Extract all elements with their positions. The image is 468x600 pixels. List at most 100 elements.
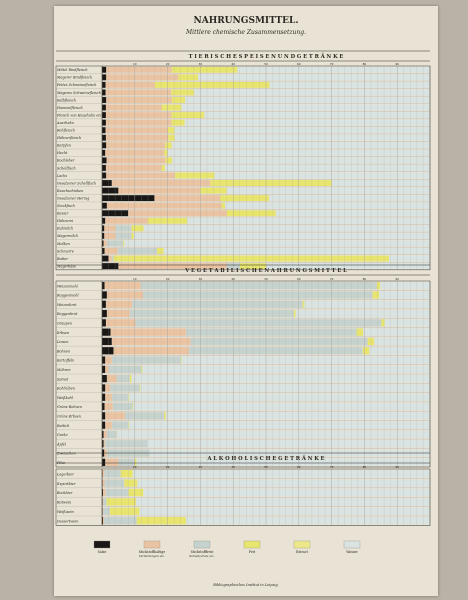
bar-segment-fett bbox=[381, 319, 385, 327]
bar-segment-stickstoff bbox=[104, 225, 116, 232]
row-label: Weizenmehl bbox=[57, 284, 78, 288]
bar-segment-kohlehydrate bbox=[115, 232, 132, 239]
bar-segment-fett bbox=[154, 81, 270, 88]
bar-segment-wasser bbox=[136, 498, 431, 506]
table-row: Rauchschinken bbox=[56, 187, 430, 195]
table-row: Linsen bbox=[56, 337, 430, 347]
bar-segment-stickstoff bbox=[103, 430, 107, 439]
bar-segment-stickstoff bbox=[104, 248, 118, 254]
bar-segment-wasser bbox=[181, 356, 430, 364]
chart-subtitle: Mittlere chemische Zusammensetzung. bbox=[185, 29, 306, 36]
bar-segment-wasser bbox=[164, 164, 430, 171]
bar-segment-fett bbox=[136, 517, 186, 525]
row-label: Mageres Schweinefleisch bbox=[56, 91, 101, 95]
row-label: Kochleber bbox=[56, 159, 75, 163]
bar-segment-stickstoff bbox=[104, 402, 113, 411]
bar-segment-fett bbox=[226, 210, 276, 217]
row-label: Bohnen bbox=[56, 349, 70, 353]
bar-segment-wasser bbox=[226, 187, 430, 194]
bar-segment-stickstoff bbox=[105, 127, 168, 134]
bar-segment-stickstoff bbox=[105, 365, 109, 373]
bar-segment-salze bbox=[102, 157, 107, 164]
row-label: Karpfen bbox=[56, 144, 71, 148]
row-label: Linsen bbox=[56, 340, 68, 344]
bar-segment-wasser bbox=[369, 347, 430, 355]
table-row: Molken bbox=[56, 240, 431, 248]
x-tick-label: 90 bbox=[395, 277, 399, 281]
chart-section: A L K O H O L I S C H E G E T R Ä N K E 1… bbox=[55, 452, 431, 526]
bar-segment-salze bbox=[102, 488, 103, 497]
bar-segment-wasser bbox=[172, 157, 430, 164]
bar-segment-stickstoff bbox=[102, 479, 105, 487]
row-label: Gesalzener Schellfisch bbox=[57, 181, 96, 185]
bar-segment-stickstoff bbox=[105, 458, 119, 466]
bar-segment-fett bbox=[124, 479, 138, 487]
bar-segment-fett bbox=[372, 291, 380, 299]
table-row: Rehfleisch bbox=[56, 127, 430, 135]
bar-segment-kohlehydrate bbox=[111, 393, 129, 401]
bar-segment-salze bbox=[102, 402, 105, 411]
bar-segment-wasser bbox=[184, 119, 430, 126]
bar-segment-wasser bbox=[132, 470, 430, 478]
x-tick-label: 20 bbox=[166, 465, 170, 469]
bar-segment-kohlehydrate bbox=[111, 421, 129, 429]
table-row: Weißwein bbox=[56, 507, 430, 517]
bar-segment-stickstoff bbox=[111, 337, 191, 346]
row-label: Weißwein bbox=[57, 510, 74, 514]
row-label: Hühnerei bbox=[56, 219, 73, 223]
row-label: Fettes Schweinefleisch bbox=[56, 83, 97, 87]
bar-segment-wasser bbox=[143, 488, 430, 497]
table-row: Kartoffeln bbox=[56, 356, 430, 365]
bar-segment-kohlehydrate bbox=[111, 255, 114, 262]
section-frame bbox=[55, 468, 431, 526]
legend-swatch bbox=[93, 540, 111, 549]
bar-segment-fett bbox=[167, 127, 175, 134]
bar-segment-kohlehydrate bbox=[110, 384, 140, 392]
table-row: Weißkohl bbox=[56, 393, 430, 403]
row-label: Kohlrüben bbox=[56, 387, 75, 391]
bar-segment-kohlehydrate bbox=[132, 300, 303, 308]
row-label: Molken bbox=[56, 242, 70, 246]
bar-segment-salze bbox=[102, 393, 106, 401]
x-tick-label: 20 bbox=[166, 62, 170, 66]
row-label: Magerer Rindfleisch bbox=[56, 76, 92, 80]
legend-label: Stickstofffreie bbox=[191, 550, 214, 554]
table-row: Butter bbox=[56, 255, 430, 263]
bar-segment-wasser bbox=[174, 127, 430, 134]
legend-item-fett: Fett bbox=[243, 540, 261, 554]
row-label: Zwetschen bbox=[56, 452, 76, 456]
x-tick-label: 90 bbox=[395, 465, 399, 469]
bar-segment-wasser bbox=[133, 402, 430, 411]
bar-segment-salze bbox=[102, 328, 111, 336]
bar-segment-fett bbox=[132, 402, 134, 411]
bar-segment-kohlehydrate bbox=[143, 291, 373, 299]
bar-segment-fett bbox=[109, 507, 140, 515]
legend-item-salze: Salze bbox=[93, 540, 111, 554]
bar-segment-salze bbox=[102, 347, 114, 355]
bar-segment-wasser bbox=[295, 309, 430, 318]
bar-segment-wasser bbox=[165, 412, 430, 420]
table-row: Rotwein bbox=[56, 498, 431, 507]
x-tick-label: 70 bbox=[330, 465, 334, 469]
bar-segment-salze bbox=[102, 319, 106, 327]
row-label: Kaviar bbox=[56, 212, 69, 216]
bar-segment-fett bbox=[171, 112, 205, 119]
bar-segment-salze bbox=[102, 412, 106, 420]
row-label: Kalbfleisch bbox=[56, 98, 76, 102]
bar-segment-salze bbox=[102, 187, 119, 194]
row-label: Lagerbier bbox=[56, 472, 74, 476]
bar-segment-kohlehydrate bbox=[117, 248, 158, 254]
bar-segment-wasser bbox=[171, 142, 431, 149]
bar-segment-wasser bbox=[331, 180, 430, 186]
section-frame bbox=[55, 280, 431, 468]
x-tick-label: 40 bbox=[231, 277, 235, 281]
x-tick-label: 80 bbox=[363, 465, 367, 469]
bar-segment-stickstoff bbox=[102, 498, 104, 506]
bar-segment-fett bbox=[131, 225, 144, 232]
bar-segment-fett bbox=[221, 202, 225, 209]
bar-segment-salze bbox=[102, 517, 103, 525]
chart-sections: T I E R I S C H E S P E I S E N U N D G … bbox=[55, 50, 431, 526]
bar-segment-wasser bbox=[363, 328, 430, 336]
legend-swatch bbox=[143, 540, 161, 549]
bar-segment-fett bbox=[161, 164, 165, 171]
